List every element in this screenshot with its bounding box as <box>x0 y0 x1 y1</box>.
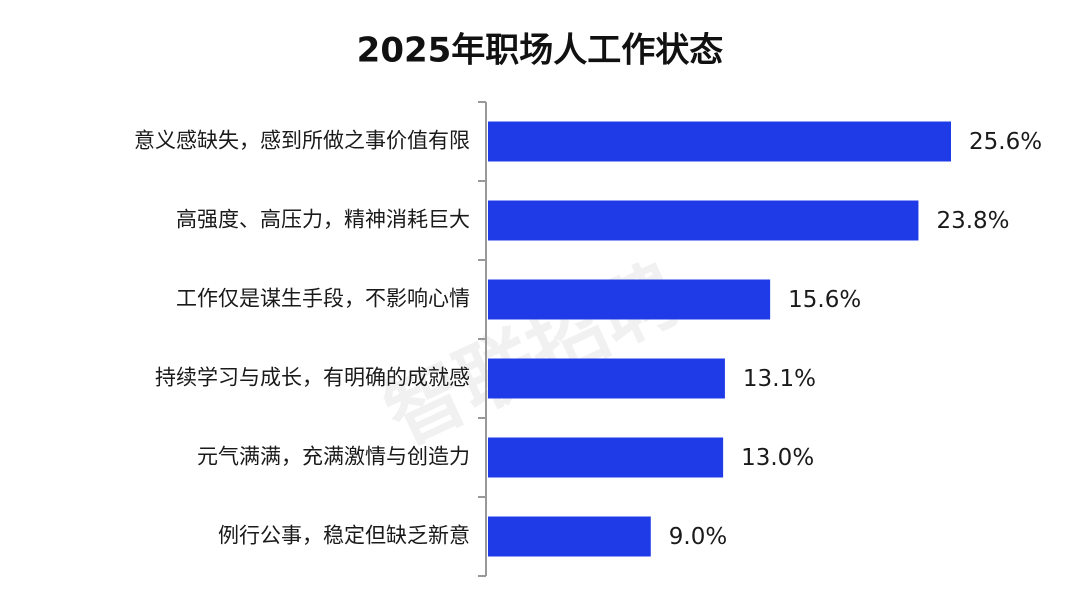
value-label: 13.1% <box>743 366 816 392</box>
bar <box>488 121 951 162</box>
bar <box>488 516 651 557</box>
category-axis <box>478 101 487 577</box>
value-labels: 25.6% 23.8% 15.6% 13.1% 13.0% 9.0% <box>669 129 1042 550</box>
bar <box>488 437 724 478</box>
bar <box>488 279 771 320</box>
chart-title: 2025年职场人工作状态 <box>357 31 724 71</box>
category-label: 高强度、高压力，精神消耗巨大 <box>176 208 470 232</box>
value-label: 25.6% <box>969 129 1042 155</box>
category-label: 工作仅是谋生手段，不影响心情 <box>176 287 470 311</box>
category-label: 意义感缺失，感到所做之事价值有限 <box>134 129 470 153</box>
value-label: 15.6% <box>788 287 861 313</box>
category-labels: 意义感缺失，感到所做之事价值有限高强度、高压力，精神消耗巨大工作仅是谋生手段，不… <box>134 129 470 548</box>
value-label: 13.0% <box>741 445 814 471</box>
bars <box>488 121 951 557</box>
category-label: 元气满满，充满激情与创造力 <box>197 445 470 469</box>
value-label: 9.0% <box>669 524 727 550</box>
bar <box>488 200 919 241</box>
category-label: 例行公事，稳定但缺乏新意 <box>218 524 470 548</box>
category-label: 持续学习与成长，有明确的成就感 <box>155 366 470 390</box>
bar <box>488 358 725 399</box>
value-label: 23.8% <box>936 208 1009 234</box>
